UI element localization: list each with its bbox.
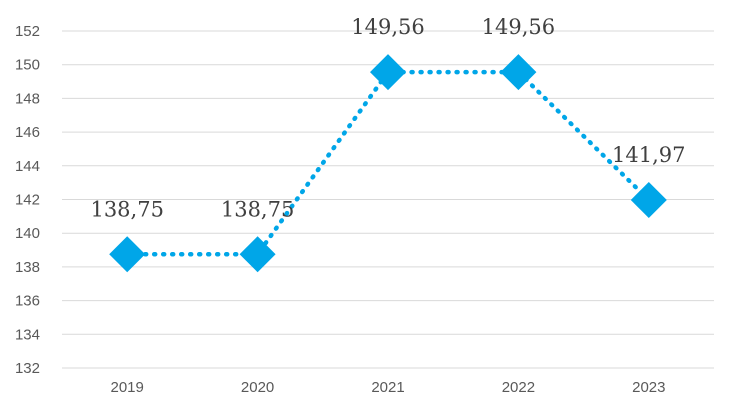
y-tick-label: 140 [15,225,40,242]
y-tick-label: 152 [15,23,40,40]
data-point-marker [109,236,146,273]
x-tick-label: 2021 [371,379,404,396]
series [124,69,652,257]
data-labels: 138,75 138,75 149,56 149,56 141,97 [90,15,685,221]
data-point-marker [630,182,667,219]
series-line [124,69,652,257]
x-tick-label: 2023 [632,379,665,396]
x-tick-label: 2020 [241,379,274,396]
data-label: 138,75 [221,197,294,221]
data-point-marker [500,54,537,91]
y-axis-ticks: 132 134 136 138 140 142 144 146 148 150 152 [15,23,40,377]
x-tick-label: 2022 [502,379,535,396]
y-tick-label: 148 [15,90,40,107]
y-tick-label: 142 [15,192,40,209]
data-label: 138,75 [90,197,163,221]
data-label: 141,97 [612,143,685,167]
gridlines [62,30,714,369]
data-label: 149,56 [482,15,555,39]
data-label: 149,56 [351,15,424,39]
y-tick-label: 136 [15,293,40,310]
x-tick-label: 2019 [111,379,144,396]
data-point-marker [370,54,406,91]
y-tick-label: 144 [15,158,40,175]
y-tick-label: 132 [15,360,40,377]
x-axis-ticks: 2019 2020 2021 2022 2023 [111,379,666,396]
data-point-marker [239,236,276,273]
y-tick-label: 134 [15,326,40,343]
y-tick-label: 138 [15,259,40,276]
y-tick-label: 146 [15,124,40,141]
y-tick-label: 150 [15,57,40,74]
markers [109,54,667,273]
